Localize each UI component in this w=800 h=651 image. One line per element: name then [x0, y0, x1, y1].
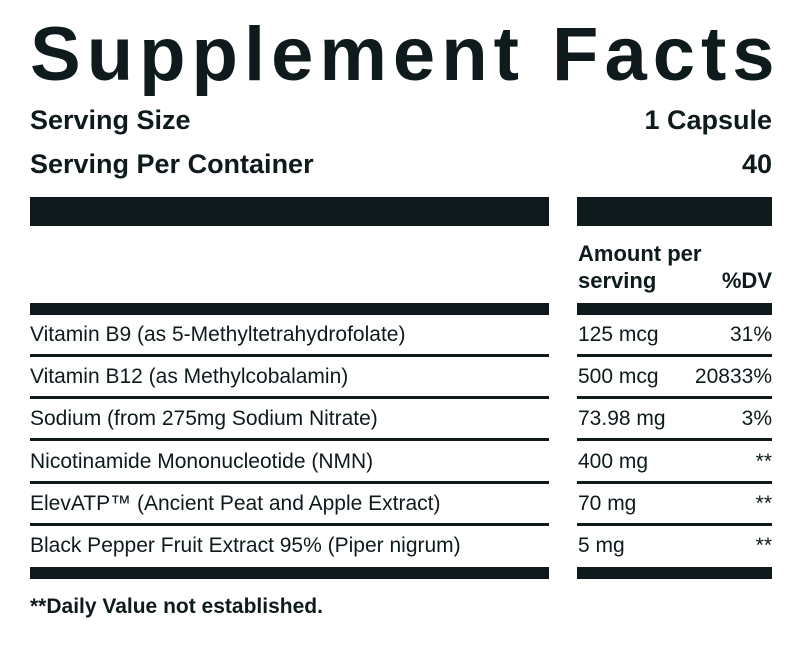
- dv-header: %DV: [721, 268, 772, 293]
- ingredient-amount: 400 mg: [578, 449, 649, 473]
- ingredient-dv: 3%: [741, 407, 772, 431]
- row-divider: [577, 522, 772, 526]
- serving-label: Serving Per Container: [30, 149, 314, 179]
- ingredient-dv: **: [755, 449, 772, 473]
- medium-bar: [577, 303, 772, 315]
- ingredient-name: ElevATP™ (Ancient Peat and Apple Extract…: [30, 491, 441, 515]
- row-divider: [30, 396, 549, 400]
- ingredient-name: Black Pepper Fruit Extract 95% (Piper ni…: [30, 534, 461, 557]
- ingredient-amount: 73.98 mg: [578, 407, 666, 431]
- ingredient-amount: 5 mg: [578, 534, 625, 557]
- row-divider: [577, 396, 772, 400]
- ingredient-dv: 31%: [729, 323, 772, 346]
- ingredient-amount: 500 mcg: [578, 365, 659, 389]
- row-divider: [30, 354, 549, 357]
- bottom-bar: [577, 567, 772, 579]
- serving-label: Serving Size: [30, 105, 191, 135]
- row-divider: [577, 438, 772, 442]
- serving-value: 40: [741, 149, 772, 179]
- ingredient-dv: **: [755, 534, 772, 557]
- serving-value: 1 Capsule: [644, 105, 772, 135]
- title: Supplement Facts: [30, 12, 781, 97]
- row-divider: [577, 480, 772, 484]
- amount-header: Amount per serving: [578, 241, 702, 293]
- medium-bar: [30, 303, 549, 315]
- thick-bar: [30, 197, 549, 226]
- row-divider: [577, 354, 772, 357]
- ingredient-name: Vitamin B12 (as Methylcobalamin): [30, 365, 349, 389]
- footnote: **Daily Value not established.: [30, 595, 323, 618]
- ingredient-dv: 20833%: [694, 365, 772, 389]
- ingredient-amount: 70 mg: [578, 491, 637, 515]
- row-divider: [30, 438, 549, 442]
- thick-bar: [577, 197, 772, 226]
- ingredient-amount: 125 mcg: [578, 323, 659, 346]
- ingredient-dv: **: [755, 491, 772, 515]
- ingredient-name: Nicotinamide Mononucleotide (NMN): [30, 449, 374, 473]
- ingredient-name: Sodium (from 275mg Sodium Nitrate): [30, 407, 378, 431]
- row-divider: [30, 522, 549, 526]
- ingredient-name: Vitamin B9 (as 5-Methyltetrahydrofolate): [30, 323, 406, 346]
- row-divider: [30, 480, 549, 484]
- bottom-bar: [30, 567, 549, 579]
